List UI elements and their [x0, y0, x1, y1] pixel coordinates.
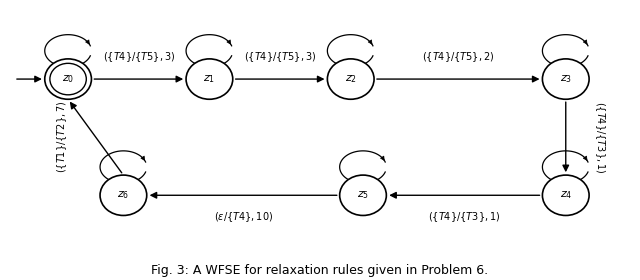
- Text: $(\{T4\}/\{T5\},3)$: $(\{T4\}/\{T5\},3)$: [102, 50, 175, 64]
- Text: $(\{T4\}/\{T5\},3)$: $(\{T4\}/\{T5\},3)$: [244, 50, 316, 64]
- Ellipse shape: [328, 59, 374, 99]
- Text: $z_{2}$: $z_{2}$: [345, 73, 356, 85]
- Ellipse shape: [340, 175, 387, 215]
- Text: $z_{0}$: $z_{0}$: [62, 73, 74, 85]
- Text: $z_{5}$: $z_{5}$: [357, 189, 369, 201]
- Text: $(\{T4\}/\{T5\},2)$: $(\{T4\}/\{T5\},2)$: [422, 50, 494, 64]
- Text: $z_{3}$: $z_{3}$: [560, 73, 572, 85]
- Text: $(\{T4\}/\{T3\},1)$: $(\{T4\}/\{T3\},1)$: [428, 210, 500, 224]
- Text: $z_{6}$: $z_{6}$: [117, 189, 129, 201]
- Text: $(\{T4\}/\{T3\},1)$: $(\{T4\}/\{T3\},1)$: [593, 101, 607, 173]
- Ellipse shape: [543, 59, 589, 99]
- Ellipse shape: [186, 59, 233, 99]
- Text: $z_{4}$: $z_{4}$: [559, 189, 572, 201]
- Ellipse shape: [543, 175, 589, 215]
- Text: $z_{1}$: $z_{1}$: [204, 73, 216, 85]
- Text: $(\epsilon/\{T4\},10)$: $(\epsilon/\{T4\},10)$: [214, 210, 273, 224]
- Text: Fig. 3: A WFSE for relaxation rules given in Problem 6.: Fig. 3: A WFSE for relaxation rules give…: [152, 264, 488, 277]
- Text: $(\{T1\}/\{T2\},7)$: $(\{T1\}/\{T2\},7)$: [55, 101, 69, 173]
- Ellipse shape: [45, 59, 92, 99]
- Ellipse shape: [100, 175, 147, 215]
